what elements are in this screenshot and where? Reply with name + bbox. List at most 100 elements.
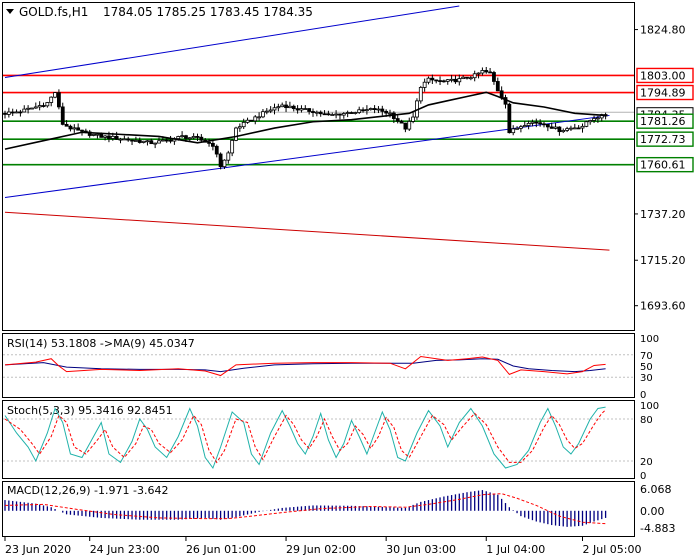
candle-up xyxy=(72,127,77,130)
support-tag-label: 1772.73 xyxy=(640,133,686,146)
resistance-tag-label: 1803.00 xyxy=(640,69,686,82)
candle-up xyxy=(418,87,423,102)
candle-down xyxy=(338,113,342,116)
candle-down xyxy=(57,92,61,108)
price-panel-frame xyxy=(2,2,635,331)
candle-down xyxy=(380,108,385,112)
candle-up xyxy=(572,127,577,130)
candle-up xyxy=(364,109,369,112)
stoch-series: 100 80 20 0 xyxy=(3,401,659,482)
macd-tick-label: 0.00 xyxy=(640,505,665,518)
candle-up xyxy=(264,110,269,113)
time-axis: 23 Jun 2020 24 Jun 23:00 26 Jun 01:00 29 Ju… xyxy=(4,537,641,556)
price-tick-label: 1824.80 xyxy=(640,24,686,37)
candle-down xyxy=(311,111,315,114)
time-tick-label: 29 Jun 02:00 xyxy=(286,543,356,556)
rsi-tick-label: 0 xyxy=(640,390,646,401)
support-tag-box xyxy=(636,113,694,129)
support-tag-box xyxy=(636,131,694,147)
candle-up xyxy=(103,135,107,138)
candle-up xyxy=(461,76,466,79)
trend-line-1 xyxy=(4,5,460,79)
macd-panel-frame xyxy=(2,481,635,537)
candle-down xyxy=(534,121,539,124)
moving-average-line xyxy=(4,91,606,150)
candle-up xyxy=(422,81,427,88)
stoch-tick-label: 100 xyxy=(640,401,659,412)
candle-up xyxy=(353,112,358,114)
candle-down xyxy=(126,138,131,141)
candle-down xyxy=(484,70,489,73)
candle-up xyxy=(237,126,242,129)
candle-down xyxy=(557,126,562,133)
candle-up xyxy=(457,78,462,83)
candle-up xyxy=(561,130,566,133)
candle-down xyxy=(384,110,389,114)
candle-down xyxy=(114,135,119,140)
rsi-tick-label: 30 xyxy=(640,373,653,384)
candle-down xyxy=(349,112,354,114)
stoch-tick-label: 0 xyxy=(640,471,646,482)
stoch-signal-line xyxy=(4,409,606,464)
candle-up xyxy=(287,105,292,109)
candle-up xyxy=(330,114,335,116)
candle-down xyxy=(80,129,84,132)
candle-up xyxy=(472,73,477,79)
macd-series: 6.068 0.00 -4.883 xyxy=(4,483,675,535)
candle-up xyxy=(592,118,596,121)
candle-up xyxy=(45,102,50,107)
candle-up xyxy=(187,137,192,140)
candle-up xyxy=(357,109,362,113)
candle-down xyxy=(10,111,15,114)
candle-up xyxy=(160,139,165,142)
candle-down xyxy=(284,104,288,109)
candle-down xyxy=(218,153,223,168)
candle-up xyxy=(334,113,339,116)
candle-down xyxy=(107,135,111,139)
candle-up xyxy=(272,107,277,111)
price-tick-label: 1693.60 xyxy=(640,300,686,313)
support-tag-label: 1760.61 xyxy=(640,159,686,172)
candle-down xyxy=(399,120,404,124)
candle-down xyxy=(492,72,496,82)
candle-up xyxy=(241,121,246,128)
time-tick-label: 23 Jun 2020 xyxy=(5,543,71,556)
candle-up xyxy=(268,109,273,112)
candle-down xyxy=(538,122,543,125)
rsi-panel-frame xyxy=(2,333,635,398)
rsi-tick-label: 70 xyxy=(640,351,653,362)
candle-down xyxy=(99,133,104,138)
candle-up xyxy=(426,77,431,83)
candle-up xyxy=(234,127,238,141)
candle-up xyxy=(407,121,412,130)
candle-up xyxy=(519,126,523,129)
candle-down xyxy=(164,139,169,142)
candle-up xyxy=(95,133,100,136)
candle-up xyxy=(341,113,346,116)
candle-up xyxy=(157,140,161,144)
candle-down xyxy=(361,109,365,112)
candle-up xyxy=(133,140,138,142)
candle-up xyxy=(230,139,235,154)
candle-down xyxy=(195,136,200,138)
candle-down xyxy=(434,79,439,82)
rsi-indicator-label: RSI(14) 53.1808 ->MA(9) 45.0347 xyxy=(7,337,195,350)
rsi-line xyxy=(4,355,606,377)
candle-down xyxy=(549,126,554,129)
candle-down xyxy=(499,90,504,98)
candle-up xyxy=(565,128,569,131)
chevron-down-icon[interactable] xyxy=(6,9,14,14)
candle-down xyxy=(184,135,188,139)
candle-up xyxy=(49,96,54,103)
candle-up xyxy=(345,112,350,114)
candle-down xyxy=(210,142,215,147)
candle-up xyxy=(118,138,123,141)
support-tag-label: 1781.26 xyxy=(640,115,686,128)
ohlc-readout: 1784.05 1785.25 1783.45 1784.35 xyxy=(103,5,313,19)
candle-down xyxy=(488,71,493,74)
candle-up xyxy=(14,111,19,114)
candle-up xyxy=(411,116,416,122)
candle-up xyxy=(191,136,196,139)
